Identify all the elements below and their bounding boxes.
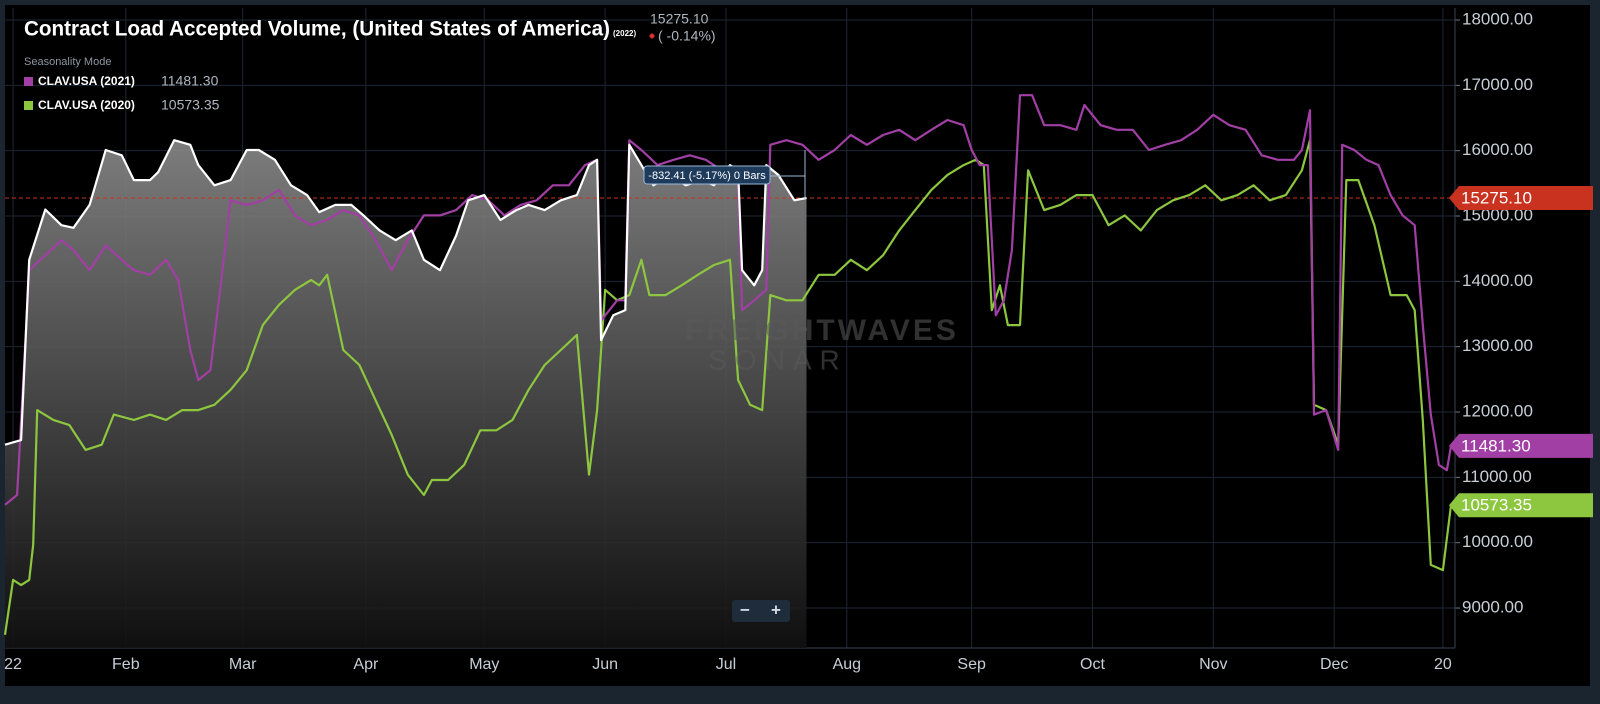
value-tag-label: 15275.10 (1461, 189, 1532, 208)
series-line (4, 94, 1453, 506)
y-tick-label: 16000.00 (1462, 140, 1533, 159)
x-tick-label: Sep (957, 656, 986, 673)
chart-title: Contract Load Accepted Volume, (United S… (24, 18, 610, 41)
watermark: FREIGHTWAVES (685, 314, 959, 347)
x-tick-label: 20 (1434, 656, 1452, 673)
y-tick-label: 11000.00 (1462, 467, 1532, 486)
legend-label[interactable]: CLAV.USA (2021) (38, 74, 135, 88)
x-tick-label: Aug (833, 656, 861, 673)
watermark: SONAR (708, 344, 848, 375)
overlay: FREIGHTWAVES SONAR -832.41 (-5.17%) 0 Ba… (643, 150, 959, 622)
current-value: 15275.10 (650, 11, 709, 27)
value-tag (1449, 493, 1593, 518)
y-tick-label: 18000.00 (1462, 10, 1533, 29)
area (5, 140, 807, 648)
y-tick-label: 13000.00 (1462, 336, 1533, 355)
y-tick-label: 9000.00 (1462, 598, 1523, 617)
x-tick-label: Jul (716, 656, 736, 673)
x-tick-label: Dec (1320, 656, 1348, 673)
value-tag (1449, 433, 1593, 458)
title-year: (2022) (613, 29, 636, 38)
x-tick-label: Jun (592, 656, 618, 673)
value-tag-label: 11481.30 (1461, 436, 1531, 455)
measure-box (643, 165, 771, 185)
x-tick-label: Mar (229, 656, 257, 673)
change-value: ( -0.14%) (658, 28, 716, 44)
measure-label: -832.41 (-5.17%) 0 Bars (648, 170, 766, 182)
change-icon (649, 33, 655, 39)
value-tag-label: 10573.35 (1461, 496, 1532, 515)
x-tick-label: Oct (1080, 656, 1105, 673)
header: Contract Load Accepted Volume, (United S… (24, 11, 716, 113)
x-tick-label: Feb (112, 656, 140, 673)
y-tick-label: 17000.00 (1462, 75, 1533, 94)
subtitle: Seasonality Mode (24, 56, 111, 68)
legend-label[interactable]: CLAV.USA (2020) (38, 98, 135, 112)
legend-value: 10573.35 (161, 97, 220, 113)
series-line (3, 139, 1453, 635)
x-tick-label: Apr (353, 656, 379, 673)
x-tick-label: 22 (4, 656, 22, 673)
zoom-in[interactable]: + (771, 600, 781, 619)
zoom-control (732, 600, 790, 622)
y-tick-label: 12000.00 (1462, 402, 1533, 421)
legend-swatch (24, 101, 33, 110)
legend-swatch (24, 77, 33, 86)
y-tick-label: 15000.00 (1462, 206, 1533, 225)
y-tick-label: 14000.00 (1462, 271, 1533, 290)
zoom-out[interactable]: − (740, 600, 750, 619)
x-tick-label: May (469, 656, 499, 673)
value-tag (1449, 186, 1593, 211)
y-tick-label: 10000.00 (1462, 532, 1533, 551)
legend-value: 11481.30 (161, 73, 219, 89)
x-tick-label: Nov (1199, 656, 1227, 673)
